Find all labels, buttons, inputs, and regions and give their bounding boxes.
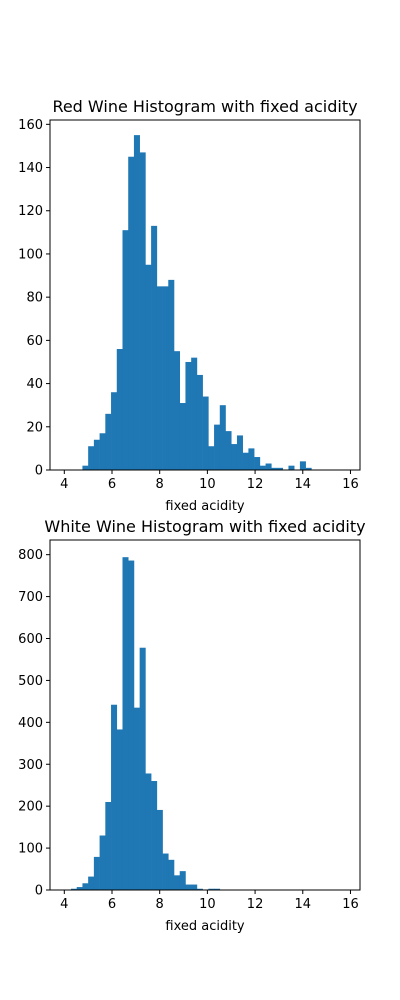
histogram-bar xyxy=(243,453,249,470)
histogram-bar xyxy=(266,464,272,470)
x-tick-label: 4 xyxy=(60,897,68,912)
y-tick-label: 100 xyxy=(18,842,43,857)
histogram-bar xyxy=(237,435,243,470)
x-tick-label: 6 xyxy=(108,477,116,492)
chart-title: White Wine Histogram with fixed acidity xyxy=(44,517,365,536)
histogram-bar xyxy=(128,561,134,890)
histogram-bar xyxy=(220,405,226,470)
x-tick-label: 6 xyxy=(108,897,116,912)
histogram-bar xyxy=(185,885,191,890)
y-tick-label: 700 xyxy=(18,590,43,605)
x-tick-label: 12 xyxy=(247,897,264,912)
y-tick-label: 140 xyxy=(18,161,43,176)
x-tick-label: 14 xyxy=(294,477,311,492)
histogram-bar xyxy=(174,875,180,890)
histogram-bar xyxy=(88,446,94,470)
y-tick-label: 800 xyxy=(18,548,43,563)
histogram-bar xyxy=(203,397,209,470)
y-tick-label: 120 xyxy=(18,204,43,219)
histogram-bar xyxy=(191,358,197,470)
histogram-bar xyxy=(140,648,146,890)
histogram-bar xyxy=(151,226,157,470)
histogram-bar xyxy=(151,781,157,890)
histogram-bar xyxy=(208,446,214,470)
y-tick-label: 40 xyxy=(26,377,43,392)
histogram-bar xyxy=(226,431,232,470)
x-tick-label: 10 xyxy=(199,897,216,912)
histogram-bar xyxy=(231,444,237,470)
histogram-bar xyxy=(111,705,117,890)
histogram-bar xyxy=(82,466,88,470)
histogram-bar xyxy=(105,414,111,470)
histogram-bar xyxy=(122,230,128,470)
histogram-bar xyxy=(100,433,106,470)
histogram-bar xyxy=(111,392,117,470)
histogram-bar xyxy=(163,854,169,890)
histogram-panel-2: 4 6 8 10 12 14 16 0 100 200 300 400 500 600 700 800Whit… xyxy=(18,517,365,934)
histogram-bar xyxy=(145,265,151,470)
y-tick-label: 160 xyxy=(18,118,43,133)
histogram-bar xyxy=(140,152,146,470)
histogram-bar xyxy=(100,836,106,890)
histogram-bar xyxy=(88,877,94,890)
histogram-bar xyxy=(145,773,151,890)
x-tick-label: 8 xyxy=(156,897,164,912)
y-tick-label: 60 xyxy=(26,334,43,349)
y-tick-label: 0 xyxy=(35,884,43,899)
histogram-bar xyxy=(300,461,306,470)
x-tick-label: 8 xyxy=(156,477,164,492)
histogram-bar xyxy=(180,403,186,470)
x-tick-label: 16 xyxy=(342,897,359,912)
histogram-bar xyxy=(168,860,174,890)
y-tick-label: 300 xyxy=(18,758,43,773)
histogram-bar xyxy=(288,466,294,470)
x-tick-label: 14 xyxy=(294,897,311,912)
y-tick-label: 80 xyxy=(26,291,43,306)
x-axis-label: fixed acidity xyxy=(165,919,245,934)
histogram-bar xyxy=(260,466,266,470)
histogram-bar xyxy=(105,802,111,890)
x-tick-label: 10 xyxy=(199,477,216,492)
histogram-bar xyxy=(128,157,134,470)
x-tick-label: 12 xyxy=(247,477,264,492)
histogram-bar xyxy=(94,440,100,470)
plot-frame xyxy=(50,540,360,890)
y-tick-label: 600 xyxy=(18,632,43,647)
chart-title: Red Wine Histogram with fixed acidity xyxy=(52,97,357,116)
histogram-bar xyxy=(174,351,180,470)
histogram-bar xyxy=(157,810,163,890)
y-tick-label: 200 xyxy=(18,800,43,815)
y-tick-label: 20 xyxy=(26,420,43,435)
x-tick-label: 16 xyxy=(342,477,359,492)
histogram-bar xyxy=(117,349,123,470)
histogram-bar xyxy=(117,729,123,890)
histogram-bar xyxy=(157,286,163,470)
histogram-bar xyxy=(180,871,186,890)
histogram-bar xyxy=(168,280,174,470)
y-tick-label: 400 xyxy=(18,716,43,731)
x-axis-label: fixed acidity xyxy=(165,499,245,514)
histogram-bar xyxy=(248,448,254,470)
histogram-bar xyxy=(134,135,140,470)
y-tick-label: 500 xyxy=(18,674,43,689)
histogram-bar xyxy=(94,857,100,890)
histogram-bar xyxy=(122,557,128,890)
y-tick-label: 100 xyxy=(18,247,43,262)
histogram-bar xyxy=(197,375,203,470)
histogram-bar xyxy=(191,885,197,890)
histogram-bar xyxy=(163,286,169,470)
histogram-bar xyxy=(185,362,191,470)
histogram-bar xyxy=(82,883,88,890)
y-tick-label: 0 xyxy=(35,464,43,479)
histogram-bar xyxy=(214,425,220,470)
histogram-bar xyxy=(254,457,260,470)
x-tick-label: 4 xyxy=(60,477,68,492)
histogram-bar xyxy=(134,708,140,890)
